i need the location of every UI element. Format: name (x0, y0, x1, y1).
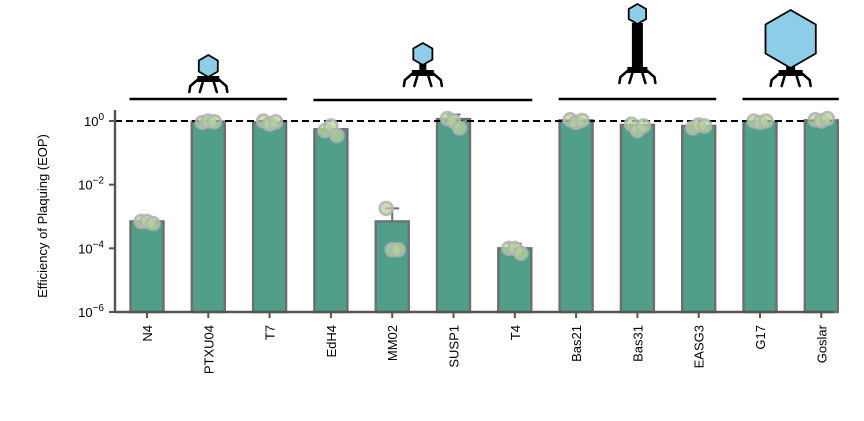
x-tick-label-SUSP1: SUSP1 (447, 325, 462, 368)
capsid (764, 8, 817, 70)
x-tick-label-G17: G17 (753, 325, 768, 350)
x-tick-label-MM02: MM02 (385, 325, 400, 361)
x-tick-label-PTXU04: PTXU04 (201, 325, 216, 374)
tail (205, 76, 212, 82)
replicate-point (513, 245, 529, 262)
tail (419, 64, 427, 76)
tail-fiber (218, 78, 229, 94)
bar-SUSP1 (435, 117, 472, 314)
x-tick-label-Bas31: Bas31 (630, 325, 645, 362)
tail (786, 66, 796, 76)
x-tick-labels: N4 PTXU04 T7 EdH4 MM02 SUSP1 T4 Bas21 Bas31 EASG3… (140, 312, 829, 374)
phage-icons (188, 2, 817, 94)
tail-fiber (780, 74, 786, 88)
bar-PTXU04 (190, 120, 227, 314)
bars (115, 113, 839, 314)
tail-fiber (769, 72, 780, 88)
tail-fiber (795, 74, 801, 88)
x-tick-label-EASG3: EASG3 (692, 325, 707, 368)
tail (631, 23, 643, 73)
bar-EASG3 (681, 124, 717, 314)
y-axis: 100 10−2 10−4 10−6 (78, 110, 834, 320)
capsid (412, 41, 434, 67)
bar-N4 (129, 220, 165, 314)
replicate-point (329, 127, 345, 144)
bar-EdH4 (313, 128, 349, 314)
capsid (197, 53, 219, 79)
replicate-point (635, 118, 652, 134)
y-tick-label: 10−4 (78, 239, 104, 256)
x-tick-label-N4: N4 (140, 325, 155, 342)
tail-fiber (198, 80, 205, 94)
long-tail-phage-icon (618, 2, 657, 85)
replicate-point (819, 110, 836, 127)
tail-fiber (427, 74, 433, 88)
tail-fiber (618, 69, 629, 85)
tail-fiber (641, 71, 647, 85)
replicate-point (267, 113, 284, 130)
bar-Goslar (803, 119, 839, 314)
group-lines (129, 97, 839, 102)
bar-T7 (251, 121, 288, 314)
replicate-point (758, 113, 774, 129)
bar-G17 (742, 120, 778, 314)
y-tick-label: 100 (84, 112, 104, 129)
tail-fiber (801, 72, 812, 88)
large-capsid-phage-icon (764, 8, 817, 88)
replicate-point (696, 118, 713, 134)
tail-fiber (212, 80, 219, 94)
y-axis-label: Efficiency of Plaquing (EOP) (35, 134, 50, 298)
replicate-point (574, 112, 590, 129)
replicate-points (133, 110, 836, 262)
tail-fiber (432, 72, 444, 88)
bar-Bas21 (558, 119, 594, 314)
y-tick-label: 10−2 (78, 176, 104, 193)
short-tail-phage-icon (188, 53, 229, 94)
tail-fiber (402, 72, 414, 88)
replicate-point (145, 215, 161, 232)
x-tick-label-T7: T7 (263, 325, 278, 340)
replicate-point (206, 113, 223, 130)
y-tick-label: 10−6 (78, 303, 104, 320)
capsid (627, 2, 647, 26)
tail-fiber (188, 78, 199, 94)
replicate-point (378, 200, 394, 217)
bar-Bas31 (619, 123, 656, 314)
replicate-point (451, 120, 468, 136)
x-tick-label-Goslar: Goslar (814, 324, 829, 363)
tail-fiber (646, 69, 657, 85)
tail-fiber (628, 71, 634, 85)
bar-MM02 (374, 220, 410, 314)
x-tick-label-Bas21: Bas21 (569, 325, 584, 362)
x-tick-label-EdH4: EdH4 (324, 325, 339, 358)
x-tick-label-T4: T4 (508, 325, 523, 340)
replicate-point (390, 242, 406, 258)
contractile-tail-phage-icon (402, 41, 444, 88)
tail-fiber (413, 74, 419, 88)
